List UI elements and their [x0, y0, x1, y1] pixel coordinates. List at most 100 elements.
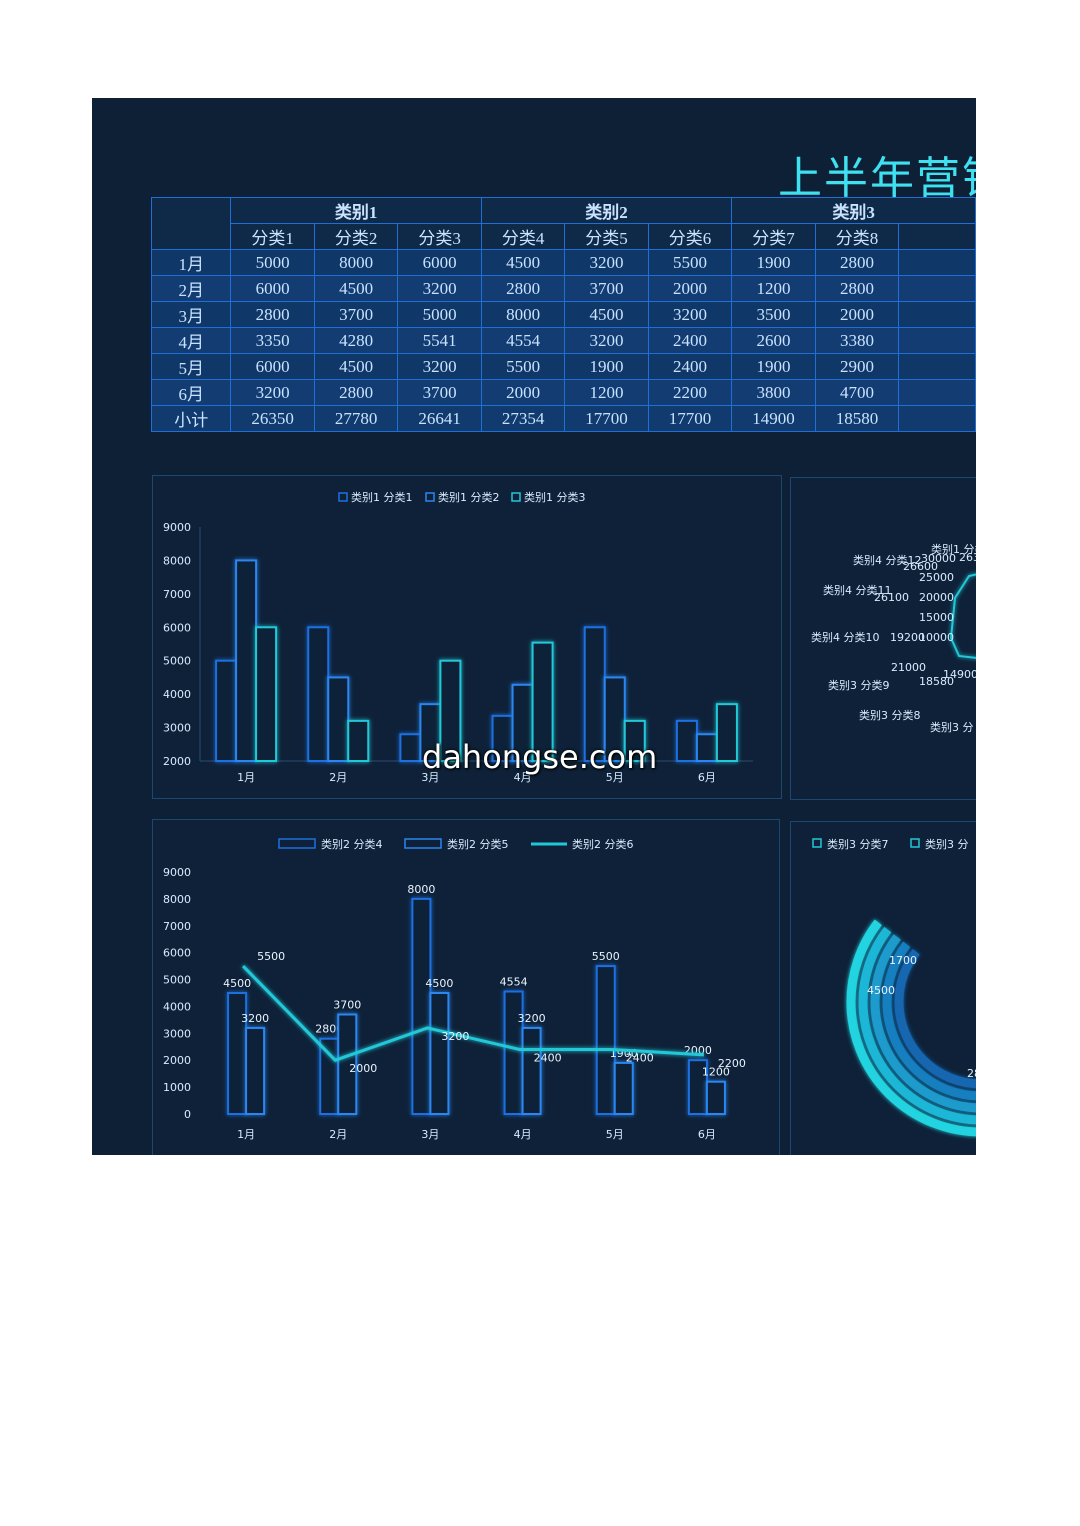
table-row: 2月 6000 4500 3200 2800 3700 2000 1200 2800 [150, 275, 976, 302]
donut-ring [882, 903, 976, 1101]
radar-label: 21000 [891, 661, 926, 674]
table-cell: 8000 [480, 301, 566, 328]
table-row: 5月 6000 4500 3200 5500 1900 2400 1900 2900 [150, 353, 976, 380]
y-tick-label: 2000 [163, 755, 191, 768]
y-tick-label: 3000 [163, 722, 191, 735]
chart-panel-bar: 类别1 分类1 类别1 分类2 类别1 分类3 2000 3000 4000 5000 600… [152, 475, 782, 799]
column-header: 分类6 [647, 223, 733, 250]
line-data-label: 2000 [349, 1062, 377, 1075]
table-cell: 3200 [564, 327, 649, 354]
table-cell: 3200 [230, 379, 315, 406]
donut-ring [870, 891, 976, 1113]
data-label: 4500 [425, 977, 453, 990]
data-label: 2800 [315, 1023, 343, 1036]
row-label: 2月 [150, 275, 232, 302]
table-cell: 3200 [397, 275, 482, 302]
radar-label: 26100 [874, 591, 909, 604]
y-tick-label: 9000 [163, 521, 191, 534]
bar [215, 659, 238, 762]
bar [347, 719, 370, 762]
chart-panel-radar: 类别1 分类1 类别4 分类12266003000026350 类别4 分类1126… [790, 477, 976, 800]
chart-panel-combo: 类别2 分类4 类别2 分类5 类别2 分类6 0 1000 2000 3000 4000 50… [152, 819, 780, 1155]
radar-label: 10000 [919, 631, 954, 644]
table-cell-clipped [898, 405, 976, 432]
data-label: 5500 [592, 950, 620, 963]
table-cell: 6000 [397, 249, 482, 276]
radar-label: 18580 [919, 675, 954, 688]
table-cell-clipped [898, 275, 976, 302]
table-cell: 2000 [647, 275, 733, 302]
table-cell: 1200 [564, 379, 649, 406]
legend-label: 类别1 分类2 [438, 490, 500, 504]
table-cell: 1200 [731, 275, 816, 302]
table-cell: 3380 [814, 327, 900, 354]
radar-label: 类别3 分类8 [859, 708, 921, 722]
table-row: 6月 3200 2800 3700 2000 1200 2200 3800 4700 [150, 379, 976, 406]
table-cell: 3700 [313, 301, 399, 328]
y-tick-label: 6000 [163, 621, 191, 634]
table-row: 1月 5000 8000 6000 4500 3200 5500 1900 2800 [150, 249, 976, 276]
y-tick-label: 3000 [163, 1027, 191, 1040]
table-cell: 5000 [397, 301, 482, 328]
y-tick-label: 4000 [163, 1000, 191, 1013]
dashboard: 上半年营销 类别1 类别2 类别3 分类1 分类2 分类3 分类4 分类5 分类… [92, 98, 976, 1155]
table-cell: 3200 [647, 301, 733, 328]
bar [695, 733, 718, 762]
x-tick-label: 4月 [514, 1128, 532, 1141]
radar-series [949, 573, 976, 659]
radar-label: 类别4 分类12 [853, 553, 922, 567]
legend-swatch [511, 492, 521, 502]
table-row: 小计 26350 27780 26641 27354 17700 17700 14900 185… [150, 405, 976, 432]
table-cell: 27354 [480, 405, 566, 432]
table-cell: 3800 [731, 379, 816, 406]
row-label: 3月 [150, 301, 232, 328]
watermark: dahongse.com [422, 738, 658, 776]
bar [603, 676, 626, 762]
x-tick-label: 2月 [329, 771, 347, 784]
group-header: 类别2 [480, 197, 733, 224]
table-cell: 2400 [647, 327, 733, 354]
table-row: 3月 2800 3700 5000 8000 4500 3200 3500 2000 [150, 301, 976, 328]
row-label: 1月 [150, 249, 232, 276]
radar-label: 20000 [919, 591, 954, 604]
table-cell: 2400 [647, 353, 733, 380]
table-cell: 2200 [647, 379, 733, 406]
y-tick-label: 7000 [163, 588, 191, 601]
data-label: 1200 [702, 1066, 730, 1079]
table-cell: 2800 [480, 275, 566, 302]
legend-swatch [278, 838, 316, 849]
donut-ring [894, 915, 976, 1089]
data-label: 4554 [500, 976, 528, 989]
table-cell: 5000 [230, 249, 315, 276]
table-cell: 2800 [814, 249, 900, 276]
series-line [242, 965, 705, 1062]
bar [531, 641, 554, 762]
table-cell: 1900 [731, 249, 816, 276]
sales-table: 类别1 类别2 类别3 分类1 分类2 分类3 分类4 分类5 分类6 分类7 … [150, 197, 976, 432]
radar-label: 类别3 分 [930, 720, 974, 734]
x-tick-label: 5月 [606, 1128, 624, 1141]
table-cell: 27780 [313, 405, 399, 432]
table-cell: 3350 [230, 327, 315, 354]
bar [429, 992, 450, 1115]
bar [503, 990, 524, 1116]
radar-label: 14900 [943, 668, 976, 681]
bar [675, 719, 698, 762]
y-tick-label: 9000 [163, 866, 191, 879]
bar [307, 626, 330, 762]
legend-label: 类别1 分类3 [524, 490, 586, 504]
legend-swatch [338, 492, 348, 502]
table-cell: 2800 [313, 379, 399, 406]
bar-chart: 类别1 分类1 类别1 分类2 类别1 分类3 2000 3000 4000 5000 600… [163, 490, 753, 784]
radar-label: 30000 [921, 552, 956, 565]
table-cell: 4700 [814, 379, 900, 406]
legend-swatch [812, 838, 822, 848]
bar [337, 1013, 358, 1115]
radar-chart: 类别1 分类1 类别4 分类12266003000026350 类别4 分类1126… [811, 542, 976, 734]
radar-label: 26350 [959, 551, 976, 564]
y-tick-label: 6000 [163, 947, 191, 960]
line-data-label: 2200 [718, 1057, 746, 1070]
bar [399, 733, 422, 762]
table-cell: 2800 [814, 275, 900, 302]
line-data-label: 2400 [534, 1051, 562, 1064]
